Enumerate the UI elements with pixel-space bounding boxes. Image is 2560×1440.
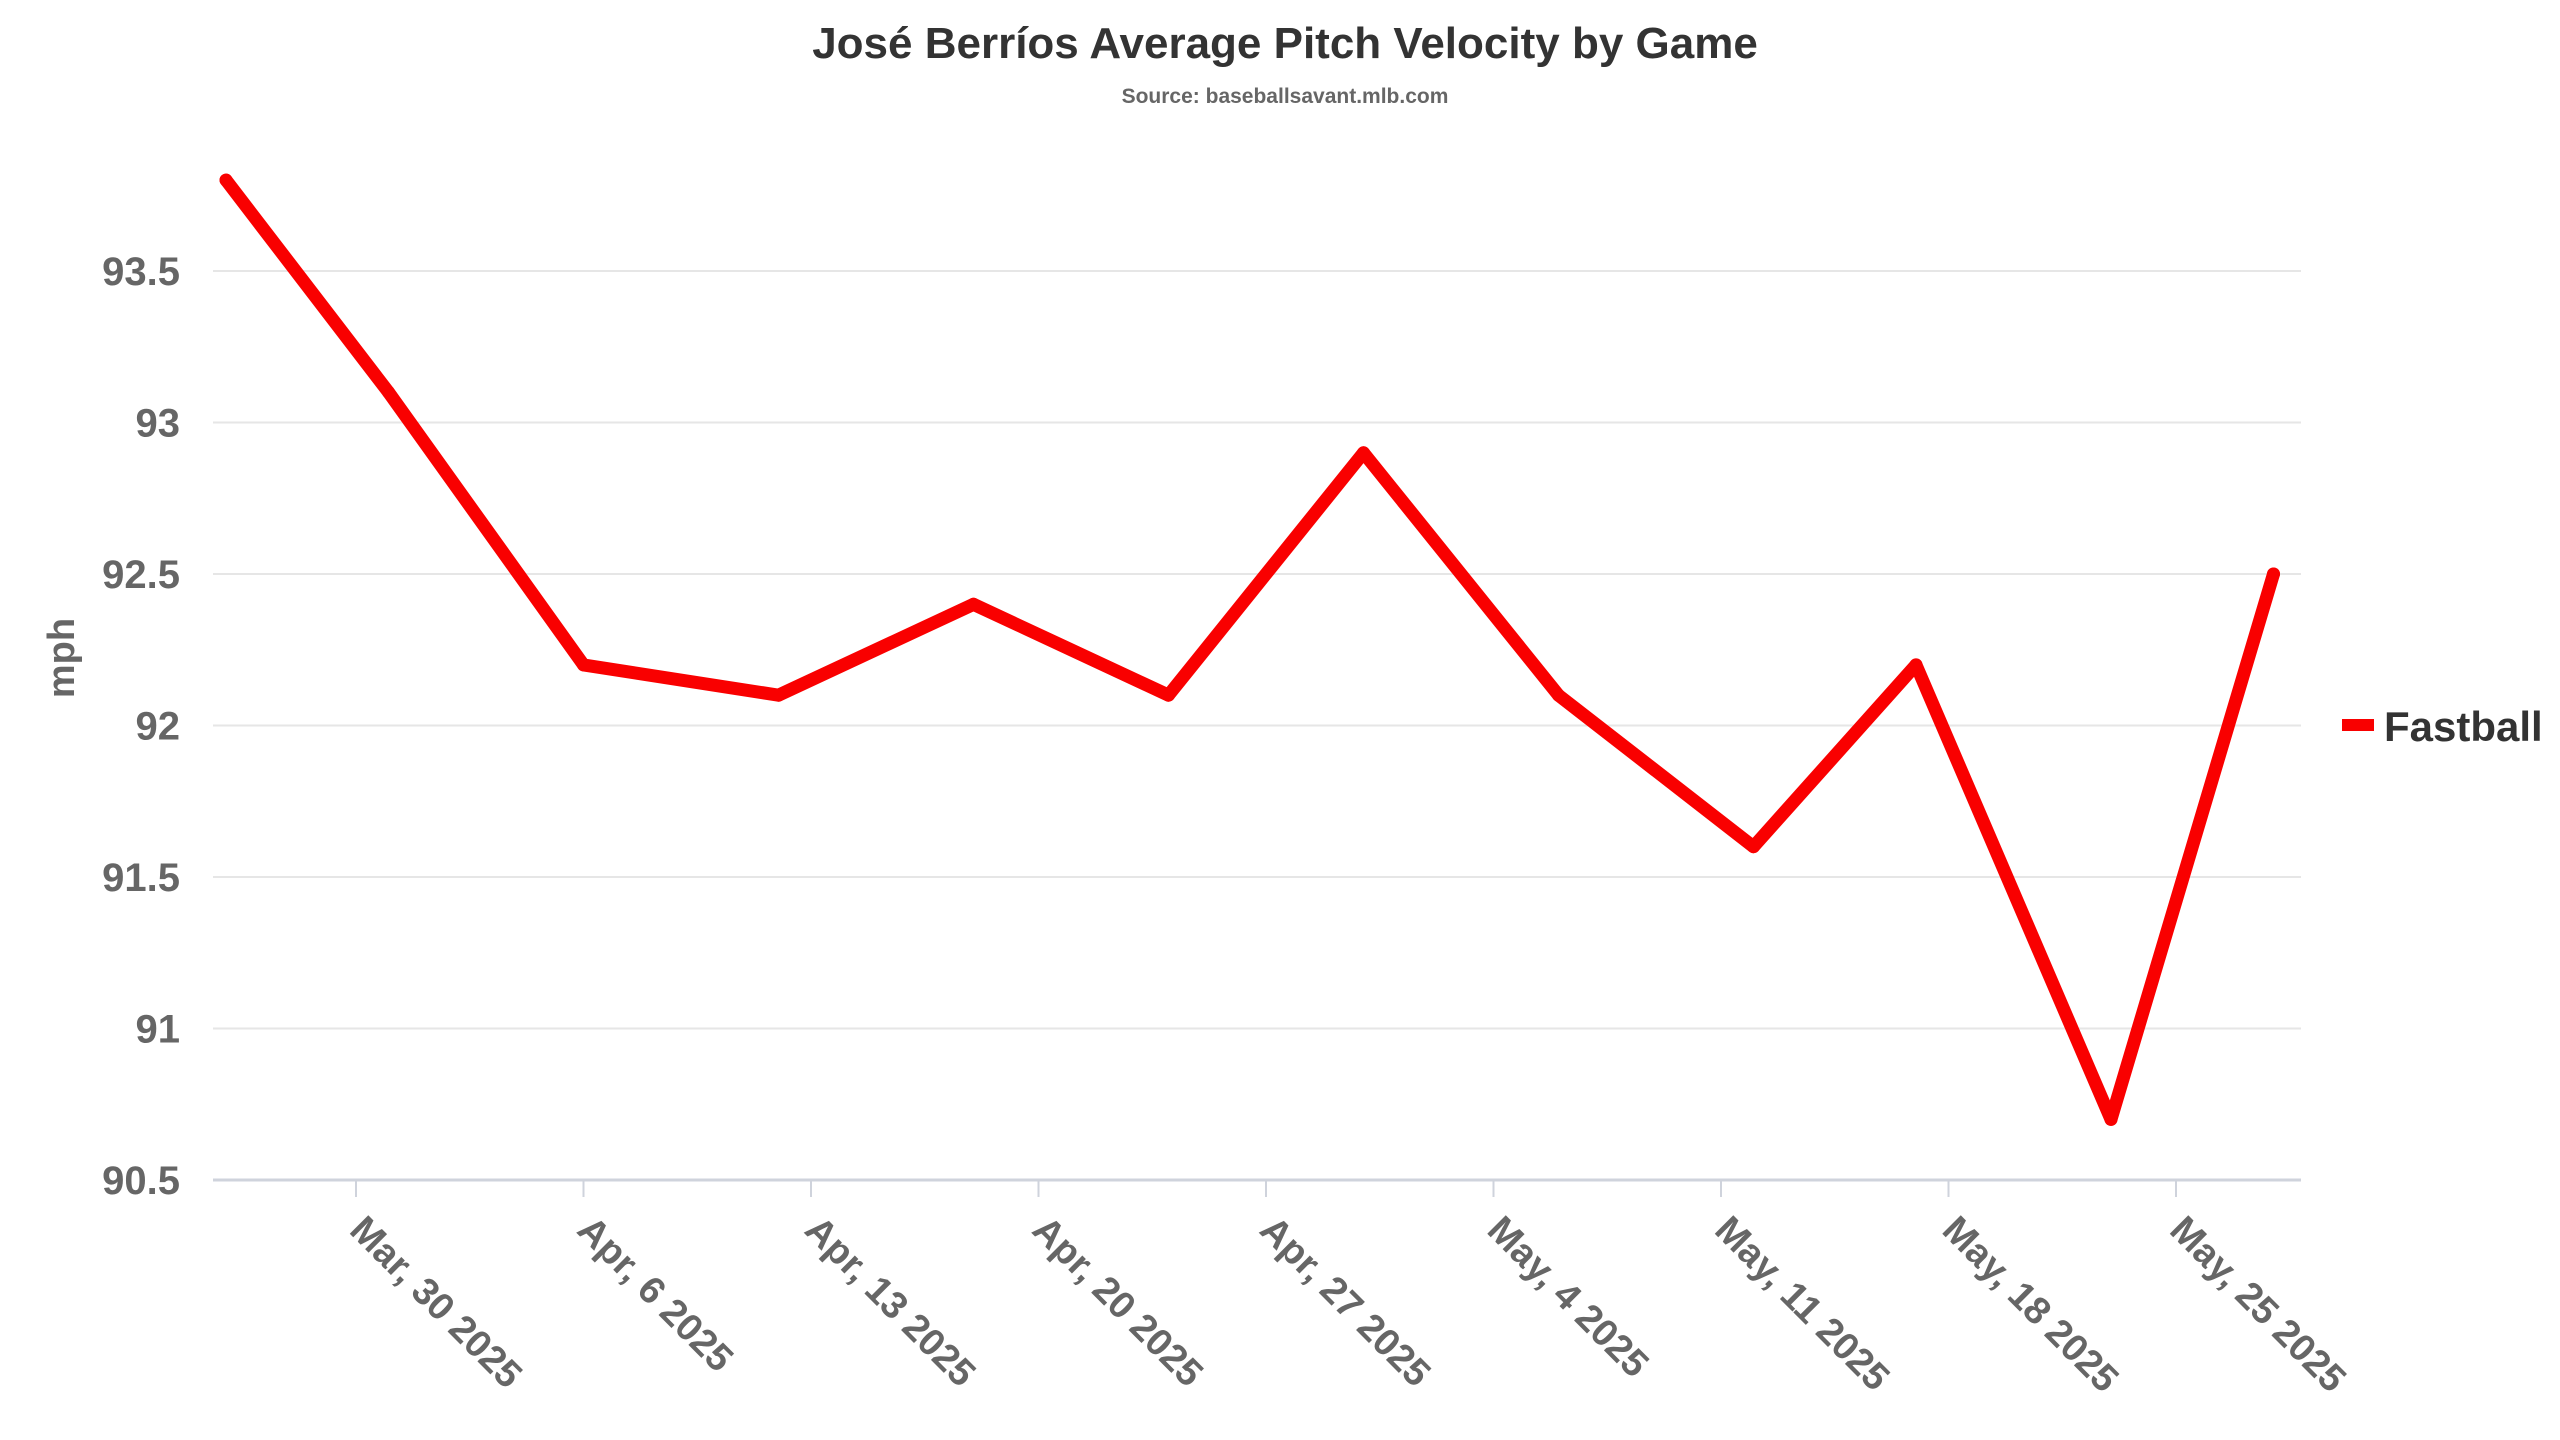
x-tick-label: Apr, 20 2025 [1024,1209,1211,1396]
data-point[interactable] [1552,688,1565,702]
x-tick-label: May, 4 2025 [1479,1209,1656,1386]
data-point[interactable] [577,658,590,672]
y-tick-label: 92.5 [102,553,180,597]
data-point[interactable] [967,597,980,611]
series-line-fastball [219,173,2280,1126]
data-point[interactable] [219,173,233,187]
legend[interactable]: Fastball [2342,703,2543,750]
y-tick-label: 92 [136,705,181,749]
y-tick-label: 93.5 [102,250,180,294]
legend-label-fastball[interactable]: Fastball [2384,703,2543,750]
data-point[interactable] [2267,567,2280,581]
data-point[interactable] [772,688,785,702]
data-point[interactable] [1747,840,1760,854]
x-tick-label: Apr, 13 2025 [797,1209,984,1396]
chart-subtitle: Source: baseballsavant.mlb.com [1122,85,1449,108]
data-point[interactable] [382,385,395,399]
y-tick-label: 91 [136,1008,181,1052]
x-tick-label: Apr, 6 2025 [569,1209,741,1381]
data-point[interactable] [2104,1112,2118,1126]
x-tick-label: Apr, 27 2025 [1252,1209,1439,1396]
chart-title: José Berríos Average Pitch Velocity by G… [812,19,1758,68]
legend-swatch-fastball [2342,719,2374,731]
x-tick-label: May, 25 2025 [2162,1209,2354,1401]
series-layer [219,173,2280,1126]
data-point[interactable] [1357,446,1370,460]
gridlines [213,270,2301,1182]
x-tick-label: May, 11 2025 [1707,1209,1898,1400]
x-axis-ticks: Mar, 30 2025 Apr, 6 2025 Apr, 13 2025 Apr, … [342,1180,2354,1401]
y-tick-label: 91.5 [102,856,180,900]
x-tick-label: May, 18 2025 [1934,1209,2126,1401]
y-tick-label: 93 [136,402,181,446]
data-point[interactable] [1909,658,1923,672]
x-tick-label: Mar, 30 2025 [342,1209,530,1397]
y-tick-label: 90.5 [102,1159,180,1203]
y-axis-ticks: 90.5 91 91.5 92 92.5 93 93.5 [102,250,180,1203]
y-axis-label: mph [41,618,83,698]
data-point[interactable] [1162,688,1175,702]
